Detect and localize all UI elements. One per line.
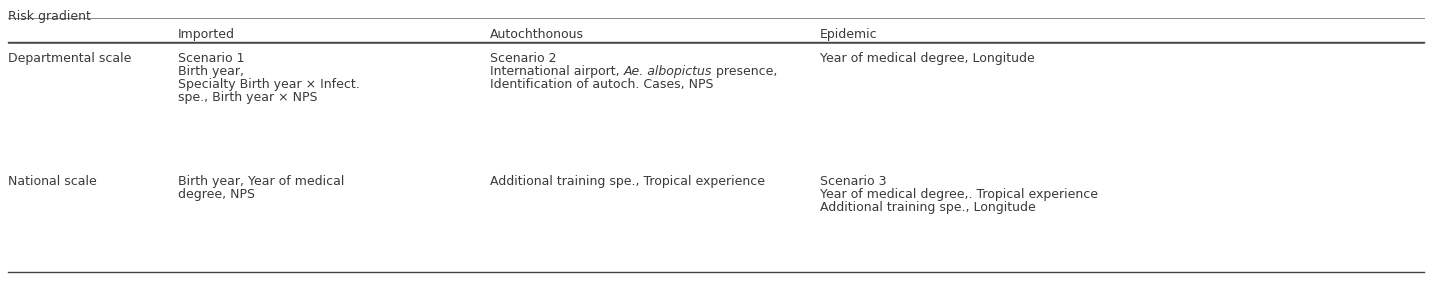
Text: Epidemic: Epidemic [821, 28, 878, 41]
Text: Scenario 1: Scenario 1 [178, 52, 245, 65]
Text: Risk gradient: Risk gradient [9, 10, 90, 23]
Text: Departmental scale: Departmental scale [9, 52, 132, 65]
Text: Specialty Birth year × Infect.: Specialty Birth year × Infect. [178, 78, 359, 91]
Text: Imported: Imported [178, 28, 235, 41]
Text: Birth year, Year of medical: Birth year, Year of medical [178, 175, 344, 188]
Text: National scale: National scale [9, 175, 97, 188]
Text: International airport,: International airport, [490, 65, 623, 78]
Text: Autochthonous: Autochthonous [490, 28, 584, 41]
Text: Identification of autoch. Cases, NPS: Identification of autoch. Cases, NPS [490, 78, 713, 91]
Text: Scenario 3: Scenario 3 [821, 175, 886, 188]
Text: Additional training spe., Tropical experience: Additional training spe., Tropical exper… [490, 175, 765, 188]
Text: Ae. albopictus: Ae. albopictus [623, 65, 712, 78]
Text: degree, NPS: degree, NPS [178, 188, 255, 201]
Text: presence,: presence, [712, 65, 778, 78]
Text: spe., Birth year × NPS: spe., Birth year × NPS [178, 91, 318, 104]
Text: Birth year,: Birth year, [178, 65, 243, 78]
Text: Additional training spe., Longitude: Additional training spe., Longitude [821, 201, 1035, 214]
Text: Year of medical degree, Longitude: Year of medical degree, Longitude [821, 52, 1035, 65]
Text: Scenario 2: Scenario 2 [490, 52, 557, 65]
Text: Year of medical degree,. Tropical experience: Year of medical degree,. Tropical experi… [821, 188, 1098, 201]
